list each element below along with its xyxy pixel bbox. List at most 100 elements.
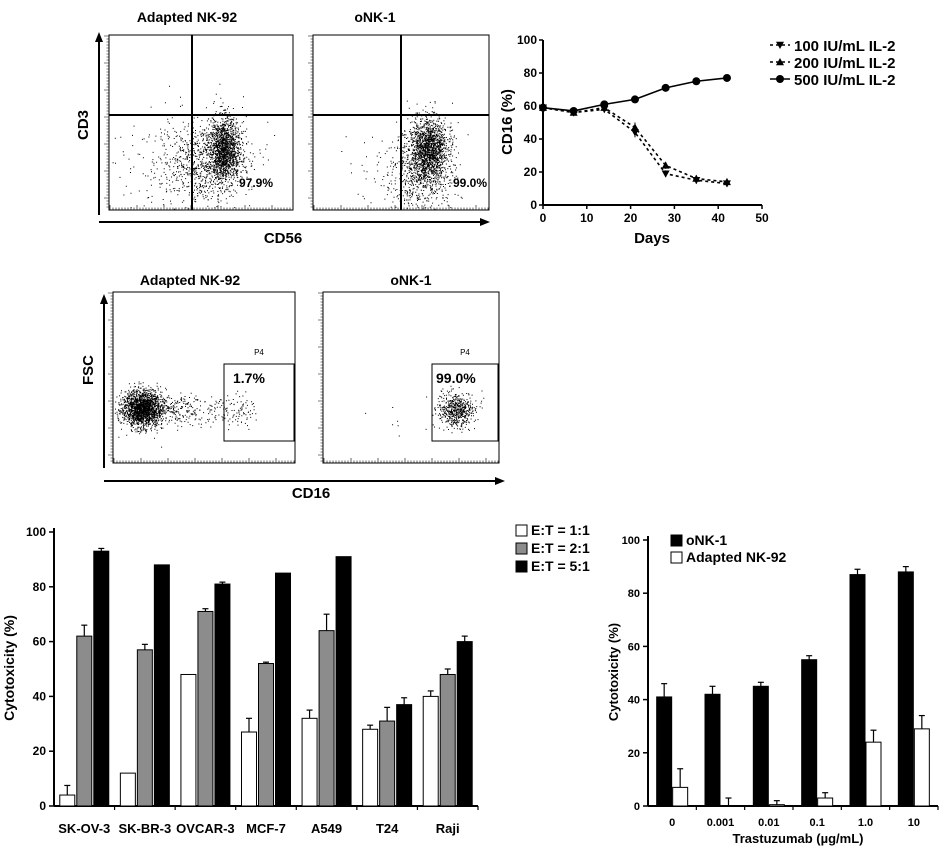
bar xyxy=(76,635,93,807)
event-dots xyxy=(108,292,295,463)
bar xyxy=(752,685,769,807)
data-point xyxy=(661,161,670,169)
data-point xyxy=(722,73,731,82)
bar xyxy=(422,695,439,807)
event-dot-cluster xyxy=(112,85,276,210)
gate-p4-label: P4 xyxy=(460,348,470,357)
bar2-ylabel: Cytotoxicity (%) xyxy=(606,623,621,721)
bar xyxy=(362,728,379,807)
y-tick-label: 80 xyxy=(33,580,47,594)
bar xyxy=(913,728,930,807)
bar1-marks xyxy=(59,547,473,807)
y-tick-label: 100 xyxy=(517,33,537,47)
x-category-label: Raji xyxy=(436,821,460,836)
data-point xyxy=(600,100,609,109)
axis-minor-ticks xyxy=(323,458,499,463)
bar xyxy=(456,641,473,807)
y-tick-label: 0 xyxy=(634,801,640,813)
series-line xyxy=(542,106,728,183)
gate-p4 xyxy=(431,363,499,442)
data-point xyxy=(661,83,670,92)
series-line xyxy=(542,106,728,185)
x-tick-label: 30 xyxy=(668,211,682,225)
bar xyxy=(704,693,721,807)
y-tick-label: 40 xyxy=(524,132,538,146)
axis-minor-ticks xyxy=(104,35,109,208)
flow-a-y-arrowhead xyxy=(95,32,103,42)
y-tick-label: 100 xyxy=(26,525,46,539)
bar xyxy=(379,720,396,807)
bar xyxy=(849,574,866,807)
bar xyxy=(214,583,231,807)
x-category-label: 0.01 xyxy=(758,817,779,829)
axis-minor-ticks xyxy=(109,205,291,210)
y-tick-label: 20 xyxy=(628,748,640,760)
x-category-label: 0 xyxy=(669,817,675,829)
bar xyxy=(768,804,785,807)
bar xyxy=(335,556,352,807)
bar xyxy=(439,673,456,807)
legend-label: E:T = 2:1 xyxy=(531,540,590,556)
bar2-axes: 0 20 40 60 80 100 0 0.001 0.01 0.1 1.0 10 xyxy=(622,535,939,829)
bar xyxy=(180,673,197,807)
axis-minor-ticks xyxy=(113,458,295,463)
x-category-label: 10 xyxy=(908,817,920,829)
bar xyxy=(801,659,818,807)
flow-b-y-arrowhead xyxy=(100,294,108,304)
data-point xyxy=(692,174,701,182)
legend-label: 200 IU/mL IL-2 xyxy=(794,55,895,72)
y-tick-label: 80 xyxy=(524,66,538,80)
y-tick-label: 40 xyxy=(33,689,47,703)
bar1-ylabel: Cytotoxicity (%) xyxy=(1,615,17,721)
bar2-xlabel: Trastuzumab (µg/mL) xyxy=(733,831,864,846)
legend-marker xyxy=(776,75,784,83)
legend-label: Adapted NK-92 xyxy=(686,549,787,565)
event-dot-cluster xyxy=(365,407,400,437)
x-tick-label: 20 xyxy=(624,211,638,225)
event-dot-cluster xyxy=(193,83,251,202)
legend-swatch xyxy=(515,542,528,555)
y-tick-label: 60 xyxy=(628,641,640,653)
flow-b-plot1: P4 1.7% xyxy=(108,291,296,464)
event-dots xyxy=(318,292,499,463)
y-tick-label: 20 xyxy=(524,165,538,179)
line-xlabel: Days xyxy=(634,230,670,247)
y-tick-label: 20 xyxy=(33,744,47,758)
x-category-label: A549 xyxy=(311,821,342,836)
y-tick-label: 60 xyxy=(524,99,538,113)
flow-a-plot1-title: Adapted NK-92 xyxy=(137,9,238,25)
flow-b-xlabel: CD16 xyxy=(292,485,330,502)
plot-frame xyxy=(108,34,294,211)
flow-b-plot1-title: Adapted NK-92 xyxy=(140,272,241,288)
bar xyxy=(59,794,76,807)
flow-panel-fsc-cd16: Adapted NK-92 oNK-1 FSC CD16 P4 1.7% P4 … xyxy=(80,272,505,502)
gate-p4-label: P4 xyxy=(254,348,264,357)
x-category-label: T24 xyxy=(376,821,399,836)
cytotoxicity-cell-lines-chart: Cytotoxicity (%) 0 20 40 60 80 100 SK-OV-3 SK-B… xyxy=(1,522,590,836)
flow-a-xlabel: CD56 xyxy=(264,230,302,247)
x-category-label: 0.001 xyxy=(707,817,735,829)
bar xyxy=(153,564,170,807)
x-category-label: SK-OV-3 xyxy=(58,821,110,836)
y-tick-label: 60 xyxy=(33,635,47,649)
bar xyxy=(318,630,335,807)
flow-b-plot2: P4 99.0% xyxy=(318,291,500,464)
bar xyxy=(396,704,413,807)
data-point xyxy=(569,106,578,115)
flow-a-ylabel: CD3 xyxy=(75,110,92,140)
y-tick-label: 0 xyxy=(39,799,46,813)
x-tick-label: 50 xyxy=(755,211,769,225)
line-ylabel: CD16 (%) xyxy=(499,89,516,155)
y-tick-label: 40 xyxy=(628,695,640,707)
flow-b-plot2-percent: 99.0% xyxy=(436,370,476,386)
event-dots xyxy=(104,35,291,210)
flow-a-x-arrowhead xyxy=(480,218,490,226)
bar xyxy=(275,572,291,807)
flow-b-ylabel: FSC xyxy=(80,355,97,385)
bar xyxy=(258,663,274,807)
bar xyxy=(656,696,673,807)
bar xyxy=(241,731,257,807)
legend-marker xyxy=(776,58,784,66)
y-tick-label: 80 xyxy=(628,588,640,600)
bar xyxy=(197,610,214,807)
